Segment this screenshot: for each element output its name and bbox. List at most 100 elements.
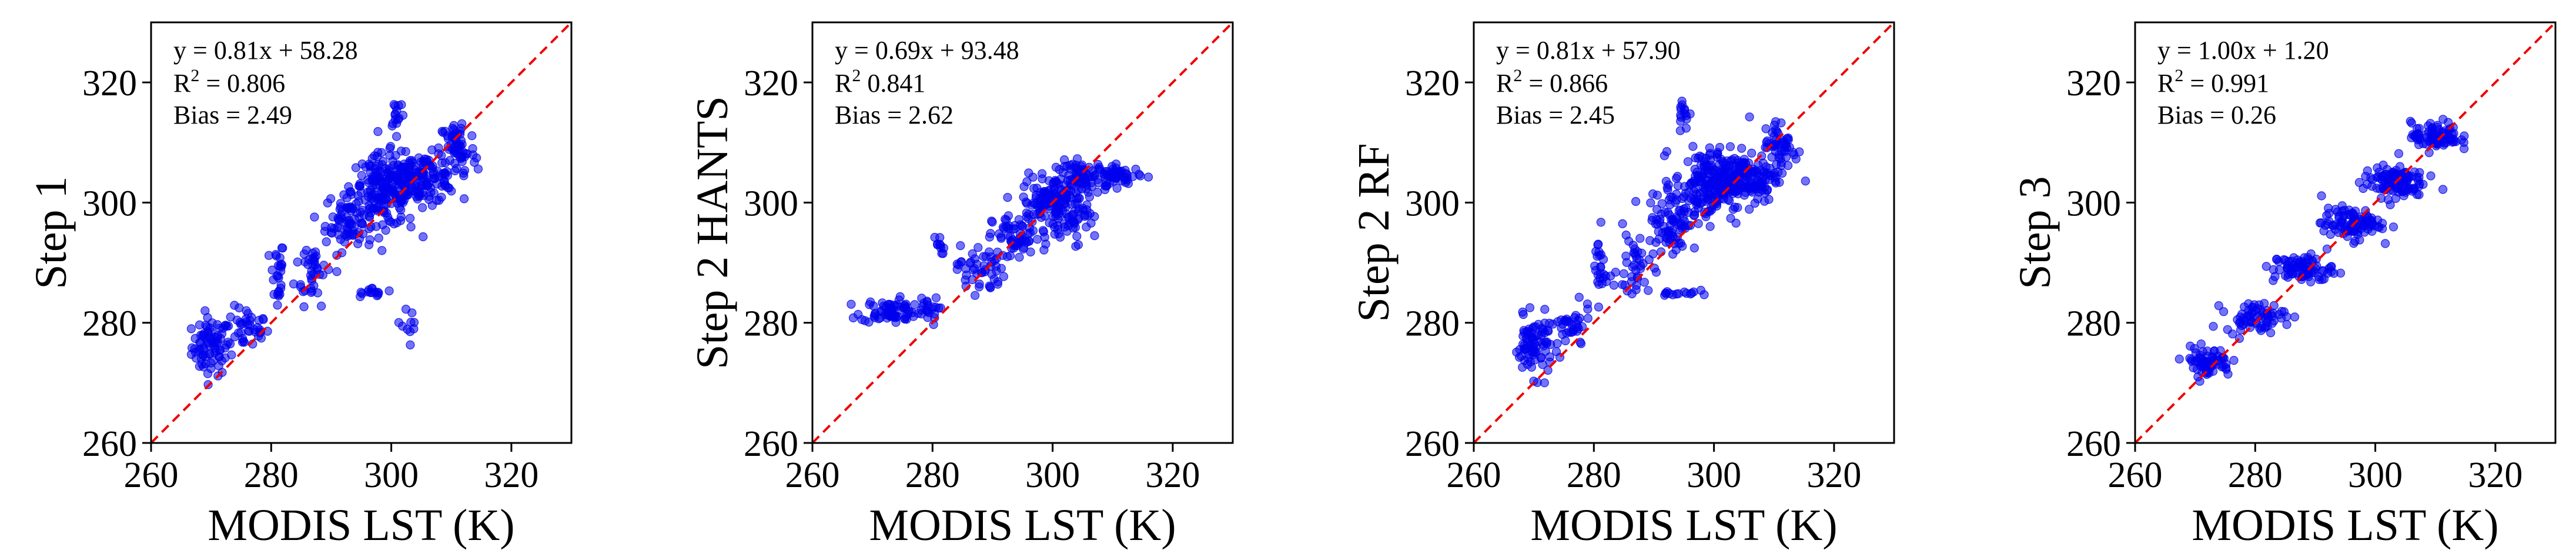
scatter-point (2289, 253, 2299, 262)
scatter-point (1598, 274, 1608, 283)
scatter-point (1705, 222, 1715, 231)
scatter-point (226, 339, 235, 349)
scatter-point (1672, 174, 1681, 183)
scatter-point (1737, 144, 1747, 153)
r-squared: R2 = 0.866 (1496, 66, 1608, 98)
scatter-point (1652, 215, 1661, 224)
x-tick-label: 320 (2468, 455, 2523, 495)
scatter-point (2200, 358, 2210, 368)
one-to-one-line (811, 21, 1234, 444)
scatter-point (326, 194, 336, 204)
scatter-point (2448, 138, 2457, 147)
panel-step-3: 260 280 300 320 260 280 300 320 MODIS LS… (2010, 21, 2557, 550)
scatter-point (2423, 121, 2433, 131)
scatter-point (1650, 264, 1659, 273)
scatter-point (2236, 312, 2245, 322)
scatter-point (2186, 341, 2195, 351)
scatter-point (227, 350, 236, 360)
scatter-point (439, 128, 448, 137)
scatter-point (397, 100, 406, 109)
scatter-point (1025, 223, 1034, 232)
scatter-point (2339, 211, 2348, 220)
x-tick-label: 300 (364, 455, 419, 495)
stats-annotation: y = 0.81x + 58.28 R2 = 0.806 Bias = 2.49 (173, 36, 358, 129)
scatter-point (1648, 189, 1658, 199)
scatter-point (427, 201, 437, 210)
one-to-one-line (150, 21, 573, 444)
scatter-point (2305, 262, 2314, 271)
scatter-point (1758, 158, 1768, 168)
scatter-point (243, 309, 253, 318)
scatter-point (1691, 178, 1700, 187)
scatter-point (234, 328, 243, 338)
r-squared-value: = 0.991 (2183, 69, 2269, 98)
scatter-point (2256, 326, 2266, 335)
scatter-point (962, 271, 971, 280)
scatter-point (1725, 142, 1735, 151)
scatter-point (2366, 216, 2376, 225)
scatter-point (2390, 169, 2400, 179)
scatter-point (1028, 172, 1038, 182)
scatter-point (1069, 224, 1078, 233)
scatter-point (1078, 205, 1088, 215)
scatter-point (2214, 301, 2223, 311)
scatter-point (2254, 300, 2264, 309)
scatter-point (956, 241, 965, 251)
scatter-point (355, 179, 364, 189)
scatter-point (310, 212, 319, 222)
scatter-point (968, 249, 977, 259)
scatter-point (1542, 337, 1551, 347)
scatter-point (869, 301, 878, 311)
y-tick-label: 260 (2066, 424, 2121, 464)
scatter-point (2336, 268, 2346, 278)
scatter-point (2394, 149, 2404, 158)
scatter-point (1088, 172, 1098, 181)
scatter-point (223, 321, 233, 331)
scatter-point (1662, 183, 1672, 192)
scatter-point (1540, 305, 1550, 314)
scatter-point (276, 262, 286, 272)
scatter-point (368, 204, 377, 214)
scatter-point (2373, 173, 2382, 182)
scatter-point (1027, 201, 1036, 210)
scatter-point (1045, 204, 1055, 214)
scatter-point (2337, 218, 2347, 228)
r-squared-symbol: R (173, 69, 191, 98)
scatter-point (381, 225, 390, 235)
scatter-point (363, 175, 373, 185)
scatter-point (419, 232, 428, 242)
scatter-point (1662, 147, 1671, 156)
scatter-point (1644, 286, 1653, 295)
scatter-point (2306, 277, 2316, 286)
scatter-point (230, 301, 239, 310)
scatter-point (881, 302, 891, 311)
r-squared-symbol: R (2157, 69, 2175, 98)
scatter-point (2361, 172, 2370, 181)
scatter-point (208, 334, 218, 344)
y-tick-label: 280 (82, 304, 137, 344)
scatter-point (347, 219, 357, 229)
scatter-point (1777, 168, 1787, 178)
scatter-point (376, 196, 386, 206)
scatter-point (927, 304, 937, 314)
scatter-point (1583, 314, 1593, 323)
y-axis-label: Step 3 (2010, 176, 2060, 289)
scatter-point (1082, 222, 1091, 232)
scatter-point (1596, 218, 1605, 227)
y-tick-label: 260 (744, 424, 798, 464)
y-ticks: 260 280 300 320 (1405, 64, 1474, 464)
scatter-point (2372, 184, 2381, 193)
scatter-point (895, 292, 905, 301)
scatter-point (2290, 312, 2300, 322)
x-tick-label: 300 (1025, 455, 1080, 495)
one-to-one-line (2134, 21, 2557, 444)
scatter-point (296, 282, 306, 292)
scatter-point (985, 232, 994, 242)
scatter-point (313, 265, 322, 275)
scatter-point (1040, 232, 1049, 242)
scatter-point (1726, 214, 1735, 223)
scatter-point (1102, 181, 1112, 191)
scatter-point (2260, 314, 2270, 323)
scatter-point (1745, 205, 1754, 214)
scatter-point (1676, 102, 1685, 112)
